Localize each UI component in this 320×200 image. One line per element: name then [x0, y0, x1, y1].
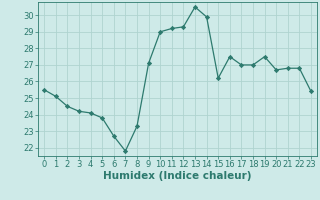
- X-axis label: Humidex (Indice chaleur): Humidex (Indice chaleur): [103, 171, 252, 181]
